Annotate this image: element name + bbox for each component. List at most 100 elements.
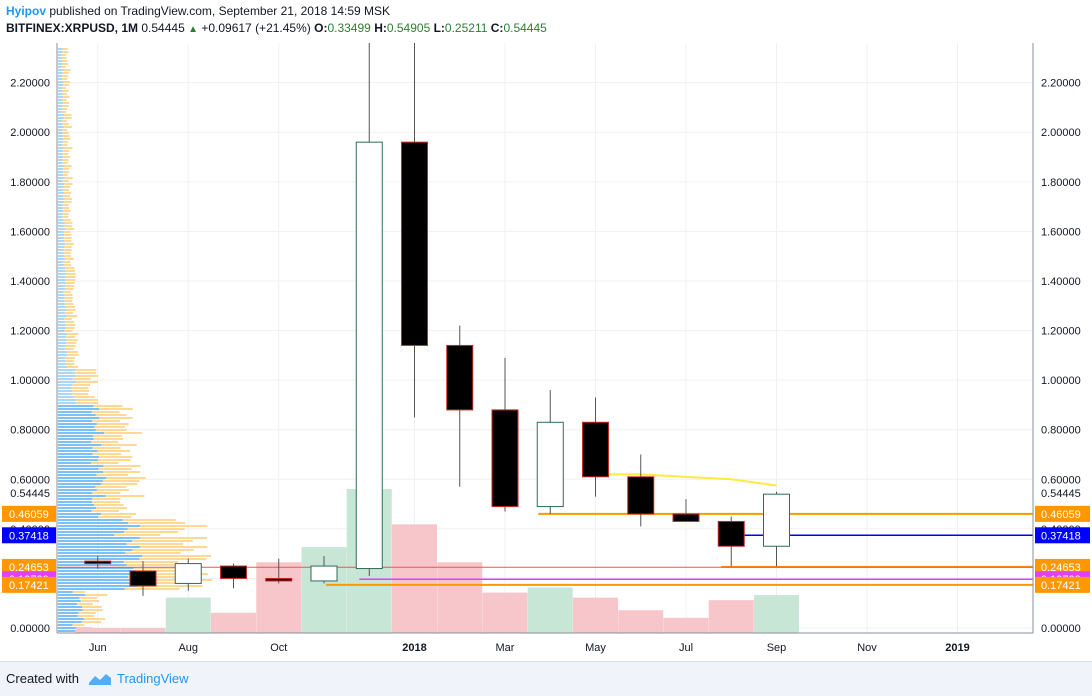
volume-profile-bar bbox=[58, 318, 65, 320]
volume-profile-bar bbox=[58, 498, 93, 500]
volume-profile-bar bbox=[62, 93, 67, 95]
volume-profile-bar bbox=[61, 87, 66, 89]
volume-profile-bar bbox=[58, 444, 102, 446]
volume-profile-bar bbox=[62, 63, 69, 65]
volume-profile-bar bbox=[58, 465, 104, 467]
candle-2017-12[interactable] bbox=[355, 141, 383, 570]
author-link[interactable]: Hyipov bbox=[6, 4, 47, 18]
volume-profile-bar bbox=[93, 438, 123, 440]
volume-profile-bar bbox=[58, 438, 94, 440]
high-value: 0.54905 bbox=[386, 21, 431, 35]
volume-profile-bar bbox=[63, 252, 71, 254]
volume-profile-bar bbox=[62, 189, 69, 191]
level-tag-right-text: 0.24653 bbox=[1041, 562, 1081, 574]
volume-profile-bar bbox=[61, 66, 66, 68]
candle-2018-05[interactable] bbox=[582, 421, 609, 478]
candle-2018-01[interactable] bbox=[401, 141, 428, 346]
volume-profile-bar bbox=[58, 264, 64, 266]
candle-2018-03[interactable] bbox=[491, 409, 519, 508]
volume-profile-bar bbox=[58, 102, 63, 104]
y-tick-label-right: 2.20000 bbox=[1041, 78, 1081, 90]
candle-2018-09[interactable] bbox=[763, 493, 790, 547]
volume-profile-bar bbox=[58, 144, 63, 146]
volume-profile-bar bbox=[58, 477, 107, 479]
volume-profile-bar bbox=[65, 228, 75, 230]
volume-profile-bar bbox=[65, 327, 75, 329]
volume-profile-bar bbox=[64, 165, 72, 167]
candle-2017-09[interactable] bbox=[220, 565, 247, 579]
volume-profile-bar bbox=[58, 519, 123, 521]
volume-profile-bar bbox=[96, 507, 128, 509]
y-tick-label-right: 2.00000 bbox=[1041, 127, 1081, 139]
volume-profile-bar bbox=[61, 57, 67, 59]
candle-2018-02[interactable] bbox=[446, 344, 474, 411]
volume-profile-bar bbox=[126, 564, 183, 566]
level-tag-right bbox=[1035, 527, 1090, 544]
candle-2018-08[interactable] bbox=[717, 520, 745, 547]
open-label: O: bbox=[314, 21, 328, 35]
volume-profile-bar bbox=[58, 411, 92, 413]
volume-profile-bar bbox=[58, 435, 94, 437]
level-tag-left-text: 0.24653 bbox=[9, 562, 49, 574]
level-tag-left-text: 0.46059 bbox=[9, 509, 49, 521]
volume-profile-bar bbox=[94, 504, 124, 506]
volume-profile-bar bbox=[65, 336, 76, 338]
volume-profile-bar bbox=[58, 378, 73, 380]
candle-2017-08[interactable] bbox=[174, 563, 202, 584]
volume-profile-bar bbox=[58, 423, 97, 425]
volume-profile-bar bbox=[58, 513, 101, 515]
volume-profile-bar bbox=[58, 456, 99, 458]
candle-2018-06[interactable] bbox=[627, 476, 655, 515]
tradingview-link[interactable]: TradingView bbox=[117, 671, 189, 686]
volume-profile-bar bbox=[58, 174, 63, 176]
volume-profile-bar bbox=[62, 132, 69, 134]
volume-profile-bar bbox=[58, 279, 66, 281]
volume-profile-bar bbox=[65, 363, 75, 365]
volume-profile-bar bbox=[96, 423, 129, 425]
volume-profile-bar bbox=[58, 384, 73, 386]
volume-bar bbox=[211, 612, 256, 633]
volume-profile-bar bbox=[99, 408, 133, 410]
price-chart[interactable]: 0.000000.000000.200000.200000.400000.400… bbox=[0, 0, 1092, 661]
volume-profile-bar bbox=[142, 555, 212, 557]
volume-profile-bar bbox=[65, 345, 76, 347]
volume-bar bbox=[165, 597, 211, 633]
volume-bar bbox=[708, 600, 754, 633]
volume-profile-bar bbox=[105, 495, 145, 497]
volume-profile-bar bbox=[58, 186, 64, 188]
volume-profile-bar bbox=[95, 429, 127, 431]
candle-2018-07[interactable] bbox=[672, 513, 700, 522]
volume-profile-bar bbox=[58, 222, 65, 224]
volume-profile-bar bbox=[58, 540, 133, 542]
volume-profile-bar bbox=[58, 606, 83, 608]
volume-bar bbox=[663, 617, 709, 633]
volume-bar bbox=[754, 595, 799, 633]
volume-profile-bar bbox=[63, 138, 71, 140]
volume-profile-bar bbox=[58, 60, 63, 62]
volume-profile-bar bbox=[58, 558, 140, 560]
candle-2017-06[interactable] bbox=[84, 560, 112, 565]
volume-profile-bar bbox=[63, 207, 70, 209]
candle-2017-10[interactable] bbox=[265, 577, 293, 582]
candle-2017-07[interactable] bbox=[129, 570, 157, 587]
candle-2017-11[interactable] bbox=[310, 565, 338, 582]
volume-profile-bar bbox=[58, 198, 65, 200]
volume-profile-bar bbox=[64, 114, 72, 116]
volume-profile-bar bbox=[137, 585, 203, 587]
volume-profile-bar bbox=[58, 156, 64, 158]
volume-profile-bar bbox=[61, 111, 67, 113]
volume-profile-bar bbox=[62, 102, 70, 104]
symbol-name[interactable]: BITFINEX:XRPUSD, 1M bbox=[6, 21, 139, 35]
volume-profile-bar bbox=[58, 159, 63, 161]
volume-profile-bar bbox=[85, 594, 108, 596]
volume-profile-bar bbox=[92, 453, 122, 455]
volume-profile-bar bbox=[63, 234, 72, 236]
volume-profile-bar bbox=[58, 495, 106, 497]
volume-profile-bar bbox=[58, 585, 138, 587]
volume-profile-bar bbox=[58, 618, 84, 620]
x-tick-label-Sep: Sep bbox=[767, 642, 787, 654]
volume-profile-bar bbox=[58, 84, 64, 86]
candle-2018-04[interactable] bbox=[536, 421, 564, 508]
volume-profile-bar bbox=[104, 432, 142, 434]
volume-profile-bar bbox=[58, 117, 65, 119]
